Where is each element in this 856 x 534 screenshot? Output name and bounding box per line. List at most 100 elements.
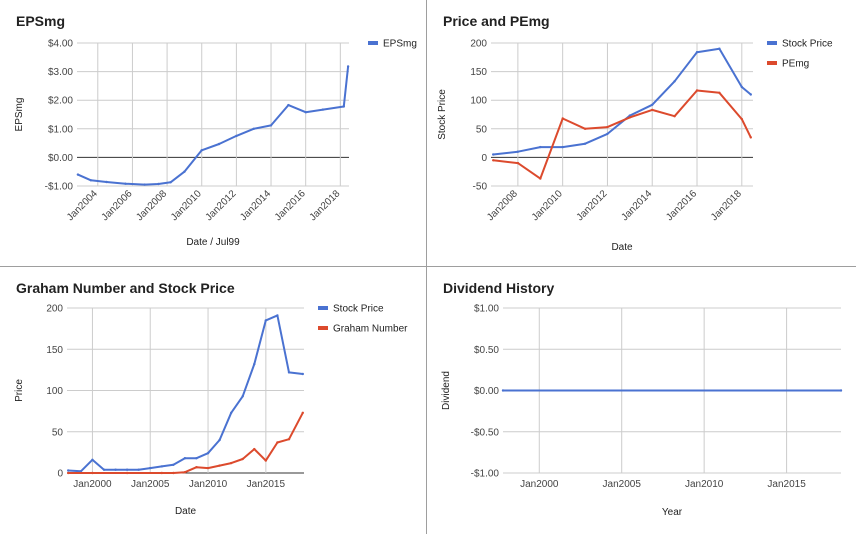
x-tick-label: Jan2010 — [530, 188, 565, 223]
data-point — [628, 116, 631, 119]
x-tick-label: Jan2008 — [485, 188, 520, 223]
series-line-0 — [68, 314, 303, 473]
chart-title: EPSmg — [16, 13, 65, 29]
y-tick-label: 0 — [57, 469, 63, 480]
data-point — [200, 149, 203, 152]
y-tick-label: 200 — [470, 39, 487, 50]
legend-label: Stock Price — [782, 39, 833, 50]
chart-panel-price-pemg: Price and PEmg -50 0 50 100 150 200 Jan2008 Jan2… — [427, 0, 856, 266]
y-tick-label: $4.00 — [48, 39, 73, 50]
series-line-0 — [77, 66, 350, 186]
data-point — [749, 93, 752, 96]
y-axis-label: Dividend — [441, 371, 452, 410]
data-point — [516, 161, 520, 165]
x-tick-label: Jan2006 — [100, 188, 135, 223]
chart-svg-dividend: Dividend History -$1.00 -$0.50 $0.00 $0.50 $1… — [441, 280, 843, 518]
series-line-1 — [68, 412, 304, 474]
data-point — [67, 471, 70, 475]
data-point — [673, 115, 676, 118]
data-point — [230, 411, 233, 414]
y-axis-label: EPSmg — [14, 98, 25, 132]
y-tick-label: $1.00 — [48, 124, 73, 135]
chart-panel-graham: Graham Number and Stock Price 0 50 100 150 20… — [0, 267, 426, 534]
data-point — [342, 105, 345, 108]
data-point — [606, 132, 609, 136]
data-point — [172, 463, 175, 466]
y-tick-label: -$0.50 — [471, 427, 500, 438]
x-axis-label: Year — [662, 507, 683, 518]
y-tick-label: -$1.00 — [45, 182, 74, 193]
y-axis-label: Price — [14, 379, 25, 402]
data-point — [124, 182, 127, 185]
data-point — [539, 145, 542, 149]
chart-title: Price and PEmg — [443, 13, 550, 29]
data-point — [67, 469, 70, 472]
x-tick-label: Jan2014 — [238, 188, 273, 223]
data-point — [346, 65, 350, 68]
x-tick-label: Jan2015 — [767, 479, 806, 490]
data-point — [673, 80, 676, 83]
legend-label: EPSmg — [383, 39, 417, 50]
data-point — [206, 452, 210, 455]
data-point — [125, 471, 129, 475]
data-point — [606, 125, 609, 129]
data-point — [253, 447, 256, 451]
data-point — [651, 103, 654, 107]
data-point — [264, 459, 267, 462]
data-point — [172, 471, 175, 475]
data-point — [301, 372, 304, 376]
data-point — [740, 85, 743, 89]
y-tick-label: $0.00 — [474, 386, 499, 397]
data-point — [695, 51, 699, 54]
x-tick-label: Jan2000 — [520, 479, 559, 490]
data-point — [89, 179, 93, 182]
y-tick-label: $3.00 — [48, 67, 73, 78]
data-point — [718, 47, 721, 50]
data-point — [183, 170, 186, 173]
data-point — [561, 145, 564, 149]
data-point — [218, 464, 221, 467]
y-tick-label: $1.00 — [474, 304, 499, 315]
data-point — [91, 458, 94, 461]
data-point — [492, 153, 495, 156]
data-point — [561, 117, 564, 120]
x-tick-label: Jan2010 — [169, 188, 204, 223]
series-line-1 — [493, 89, 752, 180]
x-tick-label: Jan2005 — [131, 479, 170, 490]
data-point — [252, 127, 255, 130]
data-point — [287, 438, 291, 441]
y-tick-label: 100 — [46, 386, 63, 397]
y-tick-label: 150 — [46, 345, 63, 356]
data-point — [241, 457, 244, 461]
y-tick-label: $2.00 — [48, 96, 73, 107]
data-point — [206, 466, 210, 470]
x-tick-label: Jan2012 — [204, 188, 239, 223]
x-tick-label: Jan2008 — [134, 188, 169, 223]
data-point — [651, 108, 654, 112]
y-tick-label: 200 — [46, 304, 63, 315]
data-point — [301, 411, 304, 414]
y-tick-label: 0 — [481, 153, 487, 164]
data-point — [539, 177, 542, 180]
x-tick-label: Jan2010 — [189, 479, 228, 490]
y-tick-label: 50 — [52, 427, 64, 438]
y-tick-label: -$1.00 — [471, 469, 500, 480]
data-point — [269, 124, 273, 127]
data-point — [157, 182, 160, 186]
x-tick-label: Jan2004 — [65, 188, 100, 223]
horizontal-divider — [0, 266, 856, 267]
data-point — [287, 103, 290, 107]
data-point — [276, 441, 279, 444]
data-point — [102, 468, 106, 471]
data-point — [125, 468, 129, 471]
data-point — [276, 314, 279, 317]
data-point — [105, 180, 108, 184]
x-tick-label: Jan2016 — [273, 188, 308, 223]
y-tick-label: $0.50 — [474, 345, 499, 356]
data-point — [160, 471, 163, 475]
chart-svg-price-pemg: Price and PEmg -50 0 50 100 150 200 Jan2008 Jan2… — [437, 13, 833, 253]
y-tick-label: $0.00 — [48, 153, 73, 164]
x-tick-label: Jan2014 — [619, 188, 654, 223]
chart-svg-epsmg: EPSmg -$1.00 $0.00 $1.00 $2.00 $3.00 $4.00 Jan2… — [14, 13, 417, 248]
data-point — [235, 134, 238, 138]
